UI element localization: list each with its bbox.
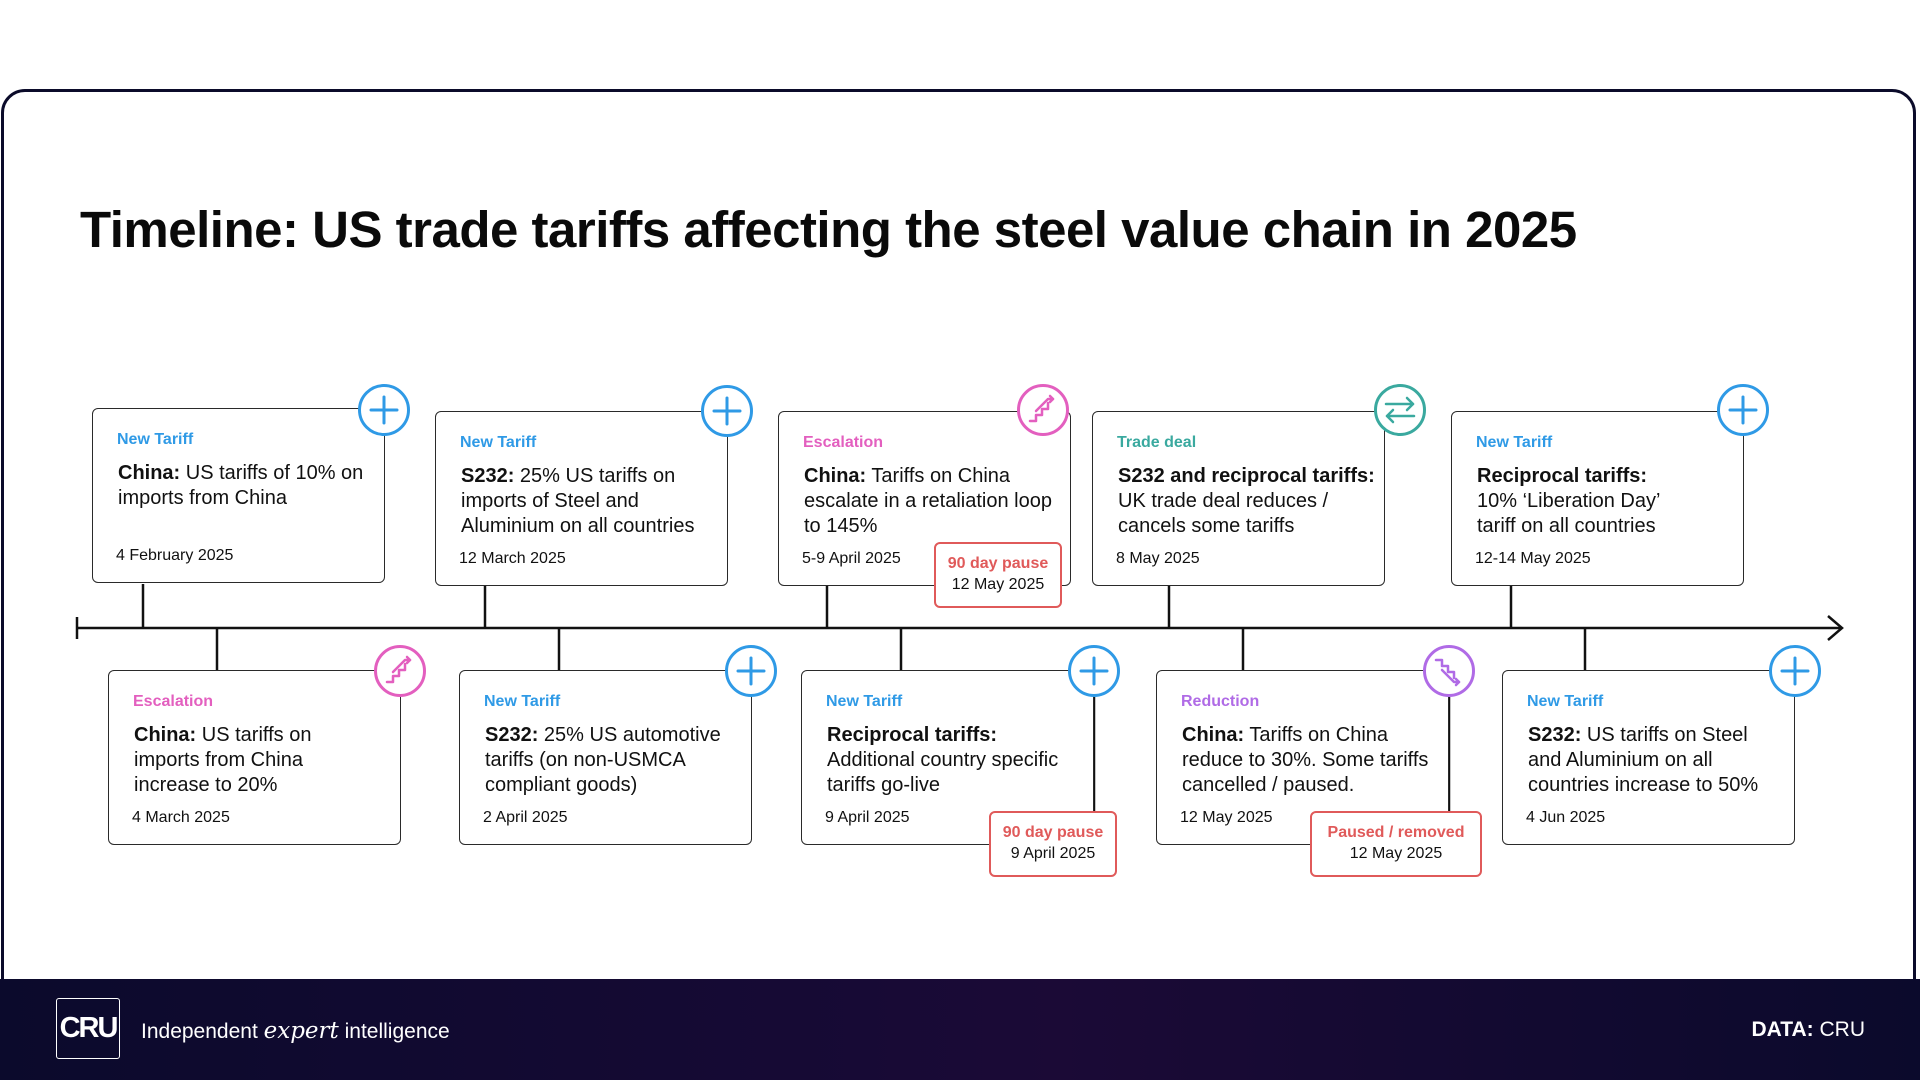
event-category: Reduction bbox=[1181, 693, 1260, 710]
plus-icon bbox=[1068, 645, 1120, 697]
event-category: New Tariff bbox=[460, 434, 537, 451]
plus-icon bbox=[1717, 384, 1769, 436]
event-date: 8 May 2025 bbox=[1116, 550, 1200, 567]
pause-date: 12 May 2025 bbox=[1349, 845, 1443, 862]
event-category: Trade deal bbox=[1117, 434, 1197, 451]
event-card: New Tariff China: US tariffs of 10% on i… bbox=[92, 408, 385, 583]
plus-icon bbox=[701, 385, 753, 437]
event-description: Reciprocal tariffs: Additional country s… bbox=[827, 724, 1059, 796]
event-date: 4 Jun 2025 bbox=[1526, 809, 1606, 826]
event-description: China: Tariffs on China reduce to 30%. S… bbox=[1182, 724, 1429, 796]
pause-label: Paused / removed bbox=[1327, 824, 1465, 841]
stairs-up-icon bbox=[374, 645, 426, 697]
pause-box: 90 day pause 9 April 2025 bbox=[989, 811, 1117, 877]
event-card: New Tariff S232: US tariffs on Steel and… bbox=[1502, 670, 1795, 845]
event-date: 9 April 2025 bbox=[825, 809, 910, 826]
event-date: 4 February 2025 bbox=[116, 547, 234, 564]
event-date: 2 April 2025 bbox=[483, 809, 568, 826]
event-card: New Tariff S232: 25% US tariffs on impor… bbox=[435, 411, 728, 586]
event-date: 12 May 2025 bbox=[1180, 809, 1273, 826]
plus-icon bbox=[725, 645, 777, 697]
event-category: New Tariff bbox=[1476, 434, 1553, 451]
stairs-up-icon bbox=[1017, 384, 1069, 436]
event-description: S232: US tariffs on Steel and Aluminium … bbox=[1528, 724, 1759, 796]
pause-label: 90 day pause bbox=[1002, 824, 1104, 841]
event-description: Reciprocal tariffs: 10% ‘Liberation Day’… bbox=[1477, 465, 1660, 537]
plus-icon bbox=[1769, 645, 1821, 697]
event-description: S232 and reciprocal tariffs: UK trade de… bbox=[1118, 465, 1375, 537]
stairs-down-icon bbox=[1423, 645, 1475, 697]
event-description: China: US tariffs of 10% on imports from… bbox=[118, 462, 364, 509]
event-date: 12 March 2025 bbox=[459, 550, 566, 567]
event-date: 12-14 May 2025 bbox=[1475, 550, 1591, 567]
event-category: New Tariff bbox=[484, 693, 561, 710]
footer-bar bbox=[0, 979, 1920, 1080]
pause-date: 12 May 2025 bbox=[951, 576, 1045, 593]
pause-label: 90 day pause bbox=[947, 555, 1049, 572]
pause-date: 9 April 2025 bbox=[1010, 845, 1096, 862]
event-card: Reduction China: Tariffs on China reduce… bbox=[1156, 670, 1449, 845]
event-description: S232: 25% US automotive tariffs (on non-… bbox=[485, 724, 721, 796]
cru-logo: CRU bbox=[56, 998, 120, 1059]
event-description: S232: 25% US tariffs on imports of Steel… bbox=[461, 465, 695, 537]
event-category: New Tariff bbox=[826, 693, 903, 710]
event-category: Escalation bbox=[803, 434, 884, 451]
event-description: China: Tariffs on China escalate in a re… bbox=[804, 465, 1052, 537]
plus-icon bbox=[358, 384, 410, 436]
event-category: New Tariff bbox=[1527, 693, 1604, 710]
pause-box: 90 day pause 12 May 2025 bbox=[934, 542, 1062, 608]
event-category: Escalation bbox=[133, 693, 214, 710]
event-date: 5-9 April 2025 bbox=[802, 550, 901, 567]
event-card: New Tariff S232: 25% US automotive tarif… bbox=[459, 670, 752, 845]
page-title: Timeline: US trade tariffs affecting the… bbox=[80, 201, 1577, 258]
event-card: Trade deal S232 and reciprocal tariffs: … bbox=[1092, 411, 1385, 586]
exchange-arrows-icon bbox=[1374, 384, 1426, 436]
event-date: 4 March 2025 bbox=[132, 809, 230, 826]
event-card: Escalation China: US tariffs on imports … bbox=[108, 670, 401, 845]
event-description: China: US tariffs on imports from China … bbox=[134, 724, 312, 796]
event-card: New Tariff Reciprocal tariffs: 10% ‘Libe… bbox=[1451, 411, 1744, 586]
data-source: DATA: CRU bbox=[1751, 1018, 1865, 1041]
tagline: Independent expert intelligence bbox=[141, 1018, 450, 1044]
pause-box: Paused / removed 12 May 2025 bbox=[1310, 811, 1482, 877]
event-category: New Tariff bbox=[117, 431, 194, 448]
